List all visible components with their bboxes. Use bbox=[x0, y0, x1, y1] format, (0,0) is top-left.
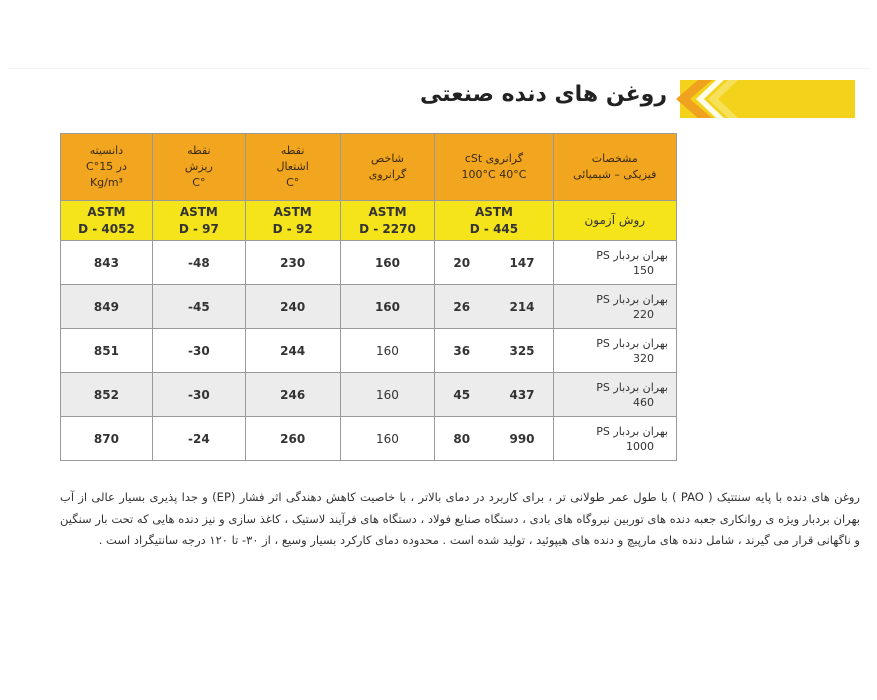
viscosity-cell: 20 147 bbox=[434, 240, 554, 285]
viscosity-100c: 26 bbox=[453, 299, 471, 314]
density-cell: 851 bbox=[60, 328, 153, 373]
header-viscosity: گرانروی cSt 100°C 40°C bbox=[434, 133, 554, 201]
method-cell: ASTM D - 445 bbox=[434, 200, 554, 241]
viscosity-index-cell: 160 bbox=[339, 372, 436, 417]
test-method-row: روش آزمون ASTM D - 445 ASTM D - 2270 ASTM D… bbox=[60, 200, 678, 241]
viscosity-cell: 80 990 bbox=[434, 416, 554, 461]
viscosity-100c: 20 bbox=[453, 255, 471, 270]
flash-point-cell: 246 bbox=[244, 372, 341, 417]
page-title: روغن های دنده صنعتی bbox=[420, 82, 667, 107]
viscosity-cell: 45 437 bbox=[434, 372, 554, 417]
header-density: دانسیته در 15°C Kg/m³ bbox=[60, 133, 153, 201]
table-row: بهران بردبار PS 150 20 147 160 230 -48 843 bbox=[60, 240, 678, 285]
viscosity-40c: 990 bbox=[509, 431, 535, 446]
viscosity-index-cell: 160 bbox=[339, 240, 436, 285]
density-cell: 870 bbox=[60, 416, 153, 461]
viscosity-index-cell: 160 bbox=[339, 328, 436, 373]
header-flash-point: نقطه اشتعال °C bbox=[244, 133, 341, 201]
header-pour-point: نقطه ریزش °C bbox=[151, 133, 246, 201]
table-row: بهران بردبار PS 220 26 214 160 240 -45 849 bbox=[60, 284, 678, 329]
density-cell: 849 bbox=[60, 284, 153, 329]
pour-point-cell: -30 bbox=[151, 328, 246, 373]
product-name: بهران بردبار PS 1000 bbox=[552, 416, 678, 461]
table-row: بهران بردبار PS 320 36 325 160 244 -30 851 bbox=[60, 328, 678, 373]
density-cell: 852 bbox=[60, 372, 153, 417]
pour-point-cell: -30 bbox=[151, 372, 246, 417]
pour-point-cell: -24 bbox=[151, 416, 246, 461]
pour-point-cell: -45 bbox=[151, 284, 246, 329]
chevron-icon bbox=[676, 80, 738, 118]
viscosity-100c: 36 bbox=[453, 343, 471, 358]
flash-point-cell: 260 bbox=[244, 416, 341, 461]
flash-point-cell: 230 bbox=[244, 240, 341, 285]
description-paragraph: روغن های دنده با پایه سنتتیک ( PAO ) با … bbox=[60, 490, 860, 547]
specs-table: مشخصات فیزیکی – شیمیائی گرانروی cSt 100°C … bbox=[60, 133, 678, 461]
viscosity-40c: 325 bbox=[509, 343, 535, 358]
viscosity-40c: 214 bbox=[509, 299, 535, 314]
header-viscosity-index: شاخص گرانروی bbox=[339, 133, 436, 201]
table-row: بهران بردبار PS 1000 80 990 160 260 -24 870 bbox=[60, 416, 678, 461]
flash-point-cell: 244 bbox=[244, 328, 341, 373]
table-row: بهران بردبار PS 460 45 437 160 246 -30 852 bbox=[60, 372, 678, 417]
viscosity-index-cell: 160 bbox=[339, 284, 436, 329]
viscosity-index-cell: 160 bbox=[339, 416, 436, 461]
header-properties: مشخصات فیزیکی – شیمیائی bbox=[552, 133, 678, 201]
product-name: بهران بردبار PS 150 bbox=[552, 240, 678, 285]
method-cell: ASTM D - 2270 bbox=[339, 200, 436, 241]
product-name: بهران بردبار PS 460 bbox=[552, 372, 678, 417]
test-method-label: روش آزمون bbox=[552, 200, 678, 241]
viscosity-100c: 80 bbox=[453, 431, 471, 446]
viscosity-40c: 147 bbox=[509, 255, 535, 270]
method-cell: ASTM D - 97 bbox=[151, 200, 246, 241]
viscosity-100c: 45 bbox=[453, 387, 471, 402]
pour-point-cell: -48 bbox=[151, 240, 246, 285]
flash-point-cell: 240 bbox=[244, 284, 341, 329]
method-cell: ASTM D - 4052 bbox=[60, 200, 153, 241]
viscosity-40c: 437 bbox=[509, 387, 535, 402]
viscosity-cell: 26 214 bbox=[434, 284, 554, 329]
method-cell: ASTM D - 92 bbox=[244, 200, 341, 241]
product-name: بهران بردبار PS 320 bbox=[552, 328, 678, 373]
viscosity-cell: 36 325 bbox=[434, 328, 554, 373]
table-header-row: مشخصات فیزیکی – شیمیائی گرانروی cSt 100°C … bbox=[60, 133, 678, 201]
density-cell: 843 bbox=[60, 240, 153, 285]
product-name: بهران بردبار PS 220 bbox=[552, 284, 678, 329]
